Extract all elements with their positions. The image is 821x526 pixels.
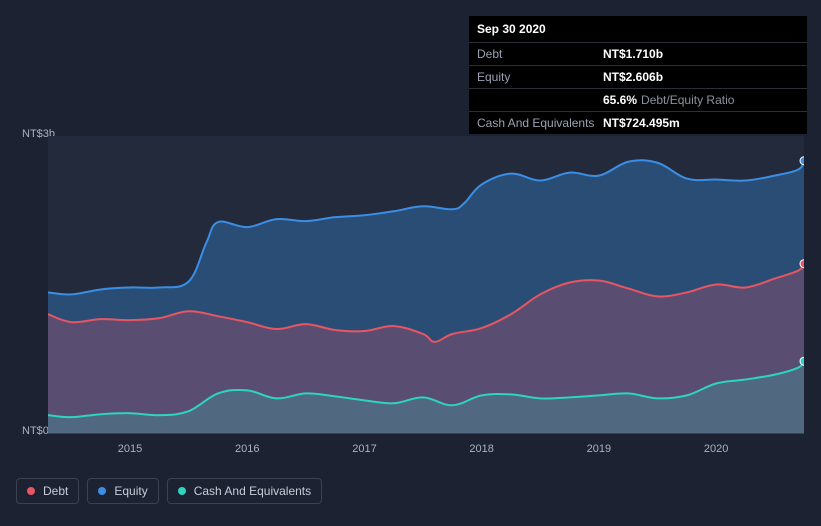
tooltip-label: Equity xyxy=(477,70,603,84)
debt-equity-chart: Sep 30 2020 Debt NT$1.710b Equity NT$2.6… xyxy=(0,0,821,526)
tooltip-value: NT$1.710b xyxy=(603,47,663,61)
x-axis: 2015 2016 2017 2018 2019 2020 xyxy=(48,443,804,463)
tooltip-date: Sep 30 2020 xyxy=(469,16,807,42)
tooltip-label: Cash And Equivalents xyxy=(477,116,603,130)
x-tick-label: 2016 xyxy=(235,443,259,455)
tooltip-row-debt: Debt NT$1.710b xyxy=(469,42,807,65)
y-tick-label: NT$0 xyxy=(22,425,49,437)
tooltip-row-ratio: 65.6%Debt/Equity Ratio xyxy=(469,88,807,111)
tooltip-row-equity: Equity NT$2.606b xyxy=(469,65,807,88)
legend-label: Debt xyxy=(43,484,68,498)
chart-plot-area[interactable] xyxy=(48,136,804,433)
x-tick-label: 2015 xyxy=(118,443,142,455)
legend-item[interactable]: Cash And Equivalents xyxy=(167,478,322,504)
tooltip-value: NT$724.495m xyxy=(603,116,680,130)
legend-label: Equity xyxy=(114,484,147,498)
chart-tooltip: Sep 30 2020 Debt NT$1.710b Equity NT$2.6… xyxy=(469,16,807,134)
chart-legend: Debt Equity Cash And Equivalents xyxy=(16,478,322,504)
x-tick-label: 2020 xyxy=(704,443,728,455)
x-tick-label: 2019 xyxy=(587,443,611,455)
legend-dot-icon xyxy=(98,487,106,495)
legend-dot-icon xyxy=(178,487,186,495)
legend-item[interactable]: Equity xyxy=(87,478,158,504)
x-tick-label: 2017 xyxy=(352,443,376,455)
legend-dot-icon xyxy=(27,487,35,495)
tooltip-label xyxy=(477,93,603,107)
legend-label: Cash And Equivalents xyxy=(194,484,311,498)
tooltip-value: 65.6%Debt/Equity Ratio xyxy=(603,93,734,107)
tooltip-row-cash: Cash And Equivalents NT$724.495m xyxy=(469,111,807,134)
grid-line xyxy=(48,433,804,434)
tooltip-value: NT$2.606b xyxy=(603,70,663,84)
x-tick-label: 2018 xyxy=(469,443,493,455)
legend-item[interactable]: Debt xyxy=(16,478,79,504)
tooltip-label: Debt xyxy=(477,47,603,61)
